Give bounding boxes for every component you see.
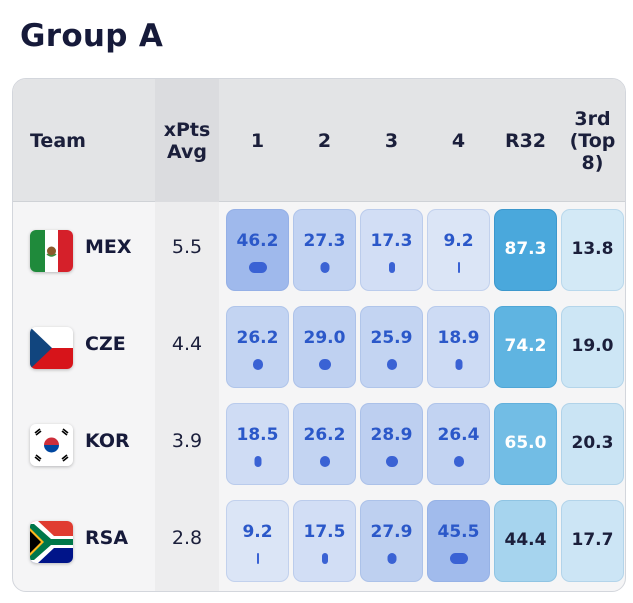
xpts-value: 3.9 (171, 430, 203, 452)
team-code: MEX (85, 236, 132, 258)
pos-4-value: 45.5 (437, 522, 480, 542)
third-cell: 17.7 (561, 500, 624, 582)
pos-2-value: 27.3 (303, 231, 346, 251)
r32-value: 44.4 (504, 530, 547, 550)
header-third-label: 3rd (Top 8) (569, 107, 616, 174)
czechia-flag-graphic (30, 327, 73, 369)
pos-1-value: 46.2 (236, 231, 279, 251)
probability-pill (321, 553, 328, 564)
header-third[interactable]: 3rd (Top 8) (561, 79, 624, 202)
header-pos-1[interactable]: 1 (250, 129, 265, 152)
r32-value: 74.2 (504, 336, 547, 356)
pos-3-value: 28.9 (370, 425, 413, 445)
pos-3-cell: 25.9 (360, 306, 423, 388)
third-value: 19.0 (571, 336, 614, 356)
third-value: 17.7 (571, 530, 614, 550)
mexico-flag-graphic (30, 230, 73, 272)
r32-cell: 65.0 (494, 403, 557, 485)
header-xpts[interactable]: xPts Avg (155, 79, 219, 202)
pos-2-cell: 26.2 (293, 403, 356, 485)
probability-pill (254, 456, 261, 467)
pos-2-value: 29.0 (303, 328, 346, 348)
pos-3-value: 17.3 (370, 231, 413, 251)
header-team[interactable]: Team (30, 129, 86, 152)
south-korea-flag-graphic (30, 424, 73, 466)
third-cell: 13.8 (561, 209, 624, 291)
pos-4-cell: 9.2 (427, 209, 490, 291)
probability-pill (457, 262, 460, 273)
probability-pill (319, 456, 330, 467)
team-code: RSA (85, 527, 129, 549)
third-cell: 19.0 (561, 306, 624, 388)
probability-pill (252, 359, 263, 370)
pos-1-value: 26.2 (236, 328, 279, 348)
r32-cell: 74.2 (494, 306, 557, 388)
pos-2-cell: 17.5 (293, 500, 356, 582)
third-cell: 20.3 (561, 403, 624, 485)
xpts-value: 4.4 (171, 333, 203, 355)
third-value: 20.3 (571, 433, 614, 453)
pos-2-value: 26.2 (303, 425, 346, 445)
header-pos-3[interactable]: 3 (384, 129, 399, 152)
pos-3-value: 27.9 (370, 522, 413, 542)
table-row: CZE 4.4 26.2 29.0 25.9 18.9 74.2 19.0 (13, 299, 625, 396)
xpts-value: 2.8 (171, 527, 203, 549)
south-korea-flag-icon (30, 424, 73, 466)
probability-pill (320, 262, 329, 273)
pos-1-cell: 46.2 (226, 209, 289, 291)
pos-2-cell: 27.3 (293, 209, 356, 291)
r32-cell: 44.4 (494, 500, 557, 582)
pos-1-value: 18.5 (236, 425, 279, 445)
probability-pill (318, 359, 331, 370)
xpts-column-bg (155, 202, 219, 591)
pos-4-value: 18.9 (437, 328, 480, 348)
team-code: CZE (85, 333, 126, 355)
probability-pill (449, 553, 468, 564)
pos-1-value: 9.2 (242, 522, 273, 542)
probability-pill (386, 359, 397, 370)
r32-value: 65.0 (504, 433, 547, 453)
pos-4-cell: 18.9 (427, 306, 490, 388)
table-row: MEX 5.5 46.2 27.3 17.3 9.2 87.3 13.8 (13, 202, 625, 299)
pos-1-cell: 26.2 (226, 306, 289, 388)
pos-2-value: 17.5 (303, 522, 346, 542)
header-pos-2[interactable]: 2 (317, 129, 332, 152)
probability-pill (455, 359, 462, 370)
probability-pill (256, 553, 259, 564)
third-value: 13.8 (571, 239, 614, 259)
pos-3-cell: 27.9 (360, 500, 423, 582)
south-africa-flag-icon (30, 521, 73, 563)
pos-4-cell: 26.4 (427, 403, 490, 485)
pos-2-cell: 29.0 (293, 306, 356, 388)
pos-4-cell: 45.5 (427, 500, 490, 582)
xpts-value: 5.5 (171, 236, 203, 258)
probability-pill (248, 262, 267, 273)
probability-pill (385, 456, 398, 467)
table-row: RSA 2.8 9.2 17.5 27.9 45.5 44.4 17.7 (13, 493, 625, 590)
pos-1-cell: 18.5 (226, 403, 289, 485)
group-title: Group A (20, 18, 164, 54)
table-row: KOR 3.9 18.5 26.2 28.9 26.4 65.0 20.3 (13, 396, 625, 493)
header-xpts-label: xPts Avg (163, 118, 211, 163)
r32-cell: 87.3 (494, 209, 557, 291)
pos-4-value: 9.2 (443, 231, 474, 251)
header-pos-4[interactable]: 4 (451, 129, 466, 152)
pos-3-cell: 17.3 (360, 209, 423, 291)
pos-3-cell: 28.9 (360, 403, 423, 485)
czechia-flag-icon (30, 327, 73, 369)
header-r32[interactable]: R32 (504, 129, 547, 152)
south-africa-flag-graphic (30, 521, 73, 563)
probability-pill (453, 456, 464, 467)
r32-value: 87.3 (504, 239, 547, 259)
probability-pill (387, 553, 396, 564)
xpts-header-bg (155, 79, 219, 202)
table-header: Team xPts Avg 1 2 3 4 R32 3rd (Top 8) (13, 79, 625, 202)
standings-table: Team xPts Avg 1 2 3 4 R32 3rd (Top 8) MEX 5… (12, 78, 626, 592)
pos-1-cell: 9.2 (226, 500, 289, 582)
pos-4-value: 26.4 (437, 425, 480, 445)
mexico-flag-icon (30, 230, 73, 272)
team-code: KOR (85, 430, 130, 452)
probability-pill (388, 262, 395, 273)
pos-3-value: 25.9 (370, 328, 413, 348)
